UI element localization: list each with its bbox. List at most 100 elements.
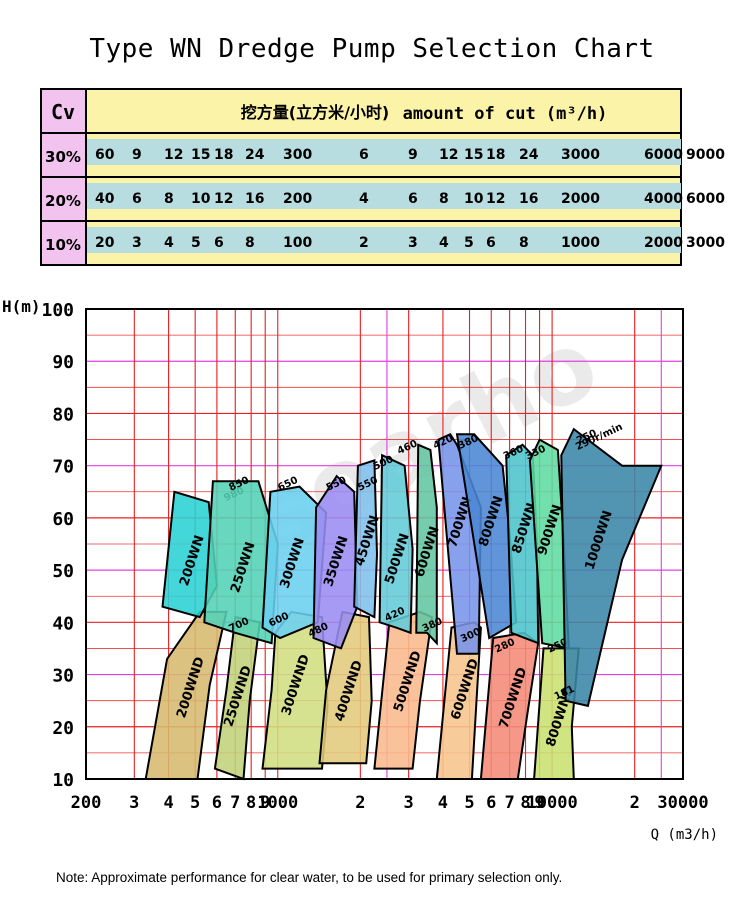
pump-region xyxy=(353,459,379,619)
cv-cell: 9 xyxy=(408,147,418,163)
cv-header-cn: 挖方量(立方米/小时) xyxy=(241,103,389,122)
cv-cell: 15 xyxy=(191,147,210,163)
x-tick-label: 5 xyxy=(464,793,474,813)
plot-frame xyxy=(85,308,684,780)
cv-cell: 60 xyxy=(95,147,115,163)
cv-table: Cv 挖方量(立方米/小时) amount of cut (m³/h) 30% 60 9 1… xyxy=(40,88,725,266)
pump-region xyxy=(318,610,373,765)
y-axis-label: H(m) xyxy=(2,297,41,316)
cv-cell: 8 xyxy=(439,191,449,207)
cv-cell: 4000 xyxy=(644,191,683,207)
cv-row-end: 9000 xyxy=(686,147,725,163)
y-tick-label: 60 xyxy=(52,509,74,530)
pump-region xyxy=(415,443,438,646)
x-tick-label: 9 xyxy=(534,793,544,813)
pump-region xyxy=(312,474,359,650)
cv-cell: 16 xyxy=(245,191,264,207)
x-tick-label: 8 xyxy=(520,793,530,813)
cv-cell: 300 xyxy=(283,147,312,163)
x-tick-label: 7 xyxy=(504,793,514,813)
x-tick-label: 6 xyxy=(486,793,496,813)
x-tick-label: 5 xyxy=(190,793,200,813)
cv-cell: 24 xyxy=(245,147,265,163)
y-tick-label: 80 xyxy=(52,404,74,425)
cv-cell: 5 xyxy=(464,235,474,251)
x-tick-label: 9 xyxy=(260,793,270,813)
cv-cell: 100 xyxy=(283,235,312,251)
cv-cell: 5 xyxy=(191,235,201,251)
cv-cell: 15 xyxy=(464,147,483,163)
cv-header-label: Cv xyxy=(51,100,75,124)
cv-cell: 12 xyxy=(214,191,233,207)
cv-cell: 18 xyxy=(214,147,233,163)
cv-row-label: 10% xyxy=(45,236,81,254)
x-tick-label: 8 xyxy=(246,793,256,813)
cv-row-label-cell xyxy=(40,220,87,266)
cv-row-fill xyxy=(86,227,681,253)
cv-cell: 2 xyxy=(359,235,369,251)
cv-cell: 10 xyxy=(191,191,211,207)
cv-cell: 12 xyxy=(164,147,183,163)
x-tick-label: 7 xyxy=(230,793,240,813)
cv-cell: 6 xyxy=(408,191,418,207)
y-tick-label: 20 xyxy=(52,718,74,739)
cv-cell: 40 xyxy=(95,191,115,207)
y-tick-label: 50 xyxy=(52,561,74,582)
x-tick-label: 1000 xyxy=(257,793,298,813)
cv-cell: 4 xyxy=(359,191,369,207)
page-title: Type WN Dredge Pump Selection Chart xyxy=(89,34,655,64)
y-tick-label: 100 xyxy=(41,300,74,321)
cv-row-label: 30% xyxy=(45,148,81,166)
cv-cell: 6 xyxy=(359,147,369,163)
x-tick-label: 2 xyxy=(355,793,365,813)
x-tick-label: 3 xyxy=(404,793,414,813)
cv-cell: 9 xyxy=(132,147,142,163)
cv-cell: 12 xyxy=(439,147,458,163)
cv-cell: 18 xyxy=(486,147,505,163)
cv-cell: 16 xyxy=(519,191,538,207)
pump-region xyxy=(378,453,414,635)
cv-header-en: amount of cut (m³/h) xyxy=(403,104,608,124)
cv-cell: 6000 xyxy=(644,147,683,163)
cv-cell: 1000 xyxy=(561,235,600,251)
x-tick-label: 4 xyxy=(163,793,173,813)
cv-cell: 2000 xyxy=(561,191,600,207)
cv-cell: 3000 xyxy=(561,147,600,163)
cv-cell: 2000 xyxy=(644,235,683,251)
x-tick-label: 30000 xyxy=(657,793,708,813)
cv-cell: 6 xyxy=(132,191,142,207)
cv-cell: 6 xyxy=(486,235,496,251)
x-tick-label: 4 xyxy=(438,793,448,813)
cv-row-end: 6000 xyxy=(686,191,725,207)
cv-cell: 200 xyxy=(283,191,312,207)
y-tick-label: 40 xyxy=(52,613,74,634)
cv-cell: 12 xyxy=(486,191,505,207)
x-tick-label: 10000 xyxy=(527,793,578,813)
x-tick-label: 2 xyxy=(630,793,640,813)
y-tick-label: 10 xyxy=(52,770,74,791)
cv-row-fill xyxy=(86,139,681,165)
x-tick-label: 6 xyxy=(212,793,222,813)
cv-header-band xyxy=(40,88,682,134)
y-tick-label: 70 xyxy=(52,457,74,478)
cv-cell: 10 xyxy=(464,191,484,207)
x-tick-label: 200 xyxy=(71,793,102,813)
cv-cell: 3 xyxy=(408,235,418,251)
cv-cell: 8 xyxy=(245,235,255,251)
footnote: Note: Approximate performance for clear … xyxy=(56,870,563,885)
cv-cell: 8 xyxy=(164,191,174,207)
cv-cell: 8 xyxy=(519,235,529,251)
cv-cell: 4 xyxy=(164,235,174,251)
cv-cell: 3 xyxy=(132,235,142,251)
cv-cell: 4 xyxy=(439,235,449,251)
x-tick-label: 3 xyxy=(129,793,139,813)
cv-row-end: 3000 xyxy=(686,235,725,251)
cv-row-label: 20% xyxy=(45,192,81,210)
pump-region xyxy=(560,427,663,708)
y-tick-label: 90 xyxy=(52,352,74,373)
x-axis-label: Q (m3/h) xyxy=(651,827,718,843)
cv-cell: 6 xyxy=(214,235,224,251)
y-tick-label: 30 xyxy=(52,666,74,687)
cv-cell: 20 xyxy=(95,235,115,251)
